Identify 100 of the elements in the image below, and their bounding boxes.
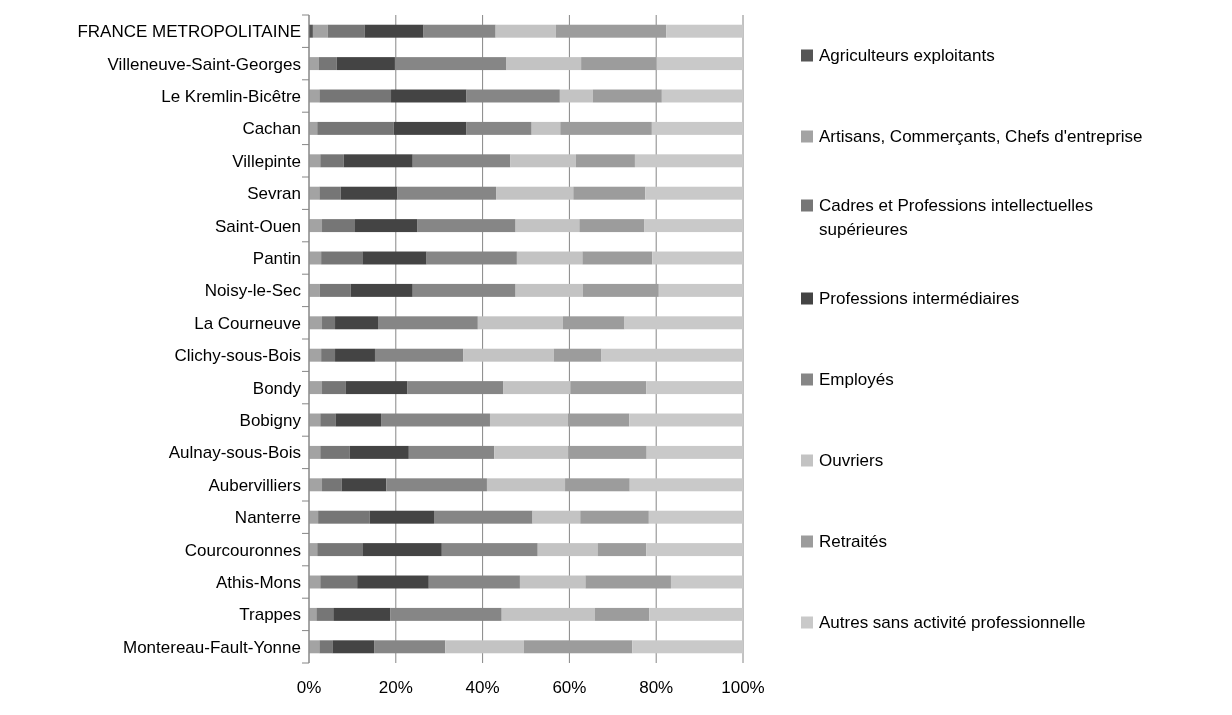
- bar: [595, 607, 650, 621]
- bar: [532, 510, 581, 524]
- bar: [666, 24, 743, 38]
- bar: [335, 413, 382, 427]
- bar: [645, 186, 743, 200]
- bar: [646, 445, 743, 459]
- bar: [322, 478, 342, 492]
- bar: [496, 186, 574, 200]
- bar: [309, 283, 320, 297]
- bar: [362, 543, 442, 557]
- bar: [445, 640, 524, 654]
- legend-label: Professions intermédiaires: [819, 289, 1020, 309]
- bar: [321, 251, 363, 265]
- bar: [322, 219, 355, 233]
- y-tick-label: Villepinte: [232, 151, 301, 171]
- bar: [309, 316, 323, 330]
- y-tick-label: Noisy-le-Sec: [204, 281, 302, 301]
- y-tick-label: Bondy: [252, 378, 302, 398]
- bar: [333, 607, 391, 621]
- y-tick-label: Aubervilliers: [208, 475, 301, 495]
- bar: [531, 121, 561, 135]
- bar: [553, 348, 602, 362]
- bar: [318, 510, 370, 524]
- y-tick-label: Pantin: [252, 248, 301, 268]
- bar: [629, 413, 743, 427]
- y-tick-label: Bobigny: [239, 410, 302, 430]
- bar: [335, 316, 379, 330]
- bar: [489, 413, 568, 427]
- y-tick-label: Nanterre: [234, 508, 301, 528]
- bar: [516, 251, 583, 265]
- bar: [364, 24, 424, 38]
- y-tick-label: La Courneuve: [194, 313, 301, 333]
- bar: [336, 57, 395, 71]
- bar: [570, 381, 647, 395]
- bar: [319, 89, 392, 103]
- bar: [555, 24, 667, 38]
- bar: [575, 154, 635, 168]
- y-tick-label: Le Kremlin-Bicêtre: [161, 86, 301, 106]
- bar: [634, 154, 743, 168]
- bar: [582, 251, 653, 265]
- bar: [629, 478, 743, 492]
- bar: [523, 640, 633, 654]
- bar: [320, 445, 350, 459]
- bar: [320, 575, 358, 589]
- bar: [393, 121, 467, 135]
- x-tick-label: 60%: [552, 678, 587, 697]
- bar: [309, 57, 319, 71]
- bar: [343, 154, 413, 168]
- bar: [309, 478, 323, 492]
- bar: [658, 283, 743, 297]
- bar: [463, 348, 554, 362]
- bar: [515, 219, 580, 233]
- bar: [579, 219, 645, 233]
- y-tick-label: Clichy-sous-Bois: [174, 346, 301, 366]
- legend-label: Autres sans activité professionnelle: [819, 613, 1086, 633]
- bar: [537, 543, 598, 557]
- legend-label: Cadres et Professions intellectuelles supérieures: [819, 196, 1094, 240]
- y-tick-label: Saint-Ouen: [215, 216, 301, 236]
- bar: [341, 478, 387, 492]
- bar: [656, 57, 743, 71]
- y-tick-label: Cachan: [242, 119, 301, 139]
- bar: [646, 381, 743, 395]
- x-tick-label: 0%: [296, 678, 322, 697]
- bar: [362, 251, 427, 265]
- bar: [309, 381, 323, 395]
- bar: [357, 575, 429, 589]
- bar: [670, 575, 743, 589]
- bar: [503, 381, 571, 395]
- bar: [515, 283, 583, 297]
- bar: [597, 543, 647, 557]
- bar: [320, 413, 336, 427]
- bar: [573, 186, 646, 200]
- bar: [649, 607, 743, 621]
- bar: [317, 543, 363, 557]
- bar: [510, 154, 576, 168]
- bar: [651, 121, 743, 135]
- bar: [312, 24, 328, 38]
- bar: [632, 640, 743, 654]
- bar: [335, 348, 375, 362]
- bar: [565, 478, 630, 492]
- bar: [506, 57, 582, 71]
- bar: [321, 348, 336, 362]
- bar: [391, 89, 467, 103]
- x-tick-label: 80%: [639, 678, 674, 697]
- bar: [501, 607, 596, 621]
- bar: [601, 348, 743, 362]
- bar: [624, 316, 743, 330]
- bar: [309, 219, 323, 233]
- legend-label: Agriculteurs exploitants: [819, 46, 995, 66]
- bar: [349, 445, 409, 459]
- bar: [592, 89, 662, 103]
- bar: [568, 445, 647, 459]
- y-tick-label: Trappes: [239, 605, 301, 625]
- bar: [661, 89, 743, 103]
- bar: [567, 413, 630, 427]
- y-tick-label: FRANCE METROPOLITAINE: [77, 22, 301, 42]
- bar: [309, 348, 322, 362]
- bar: [319, 186, 341, 200]
- bar: [320, 154, 344, 168]
- bar: [350, 283, 413, 297]
